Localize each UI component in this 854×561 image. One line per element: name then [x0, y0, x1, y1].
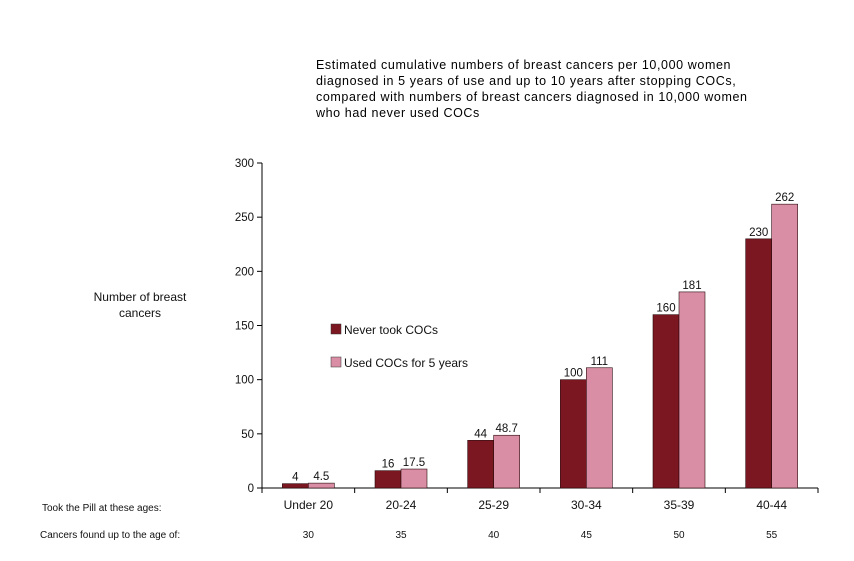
- axes: 0 50 100 150 200 250 300: [235, 158, 819, 495]
- cancers-found-row-label: Cancers found up to the age of:: [40, 530, 180, 541]
- category-label: 30-34: [571, 498, 602, 512]
- bars: [282, 203, 798, 489]
- chart-title: Estimated cumulative numbers of breast c…: [315, 58, 748, 120]
- data-label-used-cocs: 48.7: [495, 423, 517, 435]
- data-labels: 4 4.5 16 17.5 44 48.7 100 111 160 181 230 262: [292, 192, 794, 484]
- y-tick-label: 150: [235, 321, 254, 333]
- data-label-never-took: 16: [382, 459, 395, 471]
- chart-title-line-2: diagnosed in 5 years of use and up to 10…: [316, 74, 736, 88]
- data-label-used-cocs: 17.5: [403, 457, 425, 469]
- bar-never-took: [652, 314, 680, 489]
- legend-label-never-took: Never took COCs: [344, 323, 438, 337]
- category-label: 35-39: [664, 498, 695, 512]
- cancers-found-age: 50: [673, 530, 685, 541]
- chart-title-line-4: who had never used COCs: [315, 106, 480, 120]
- category-labels: Under 20 20-24 25-29 30-34 35-39 40-44: [284, 498, 788, 512]
- y-tick-label: 0: [248, 483, 254, 495]
- bar-never-took: [282, 483, 309, 489]
- category-label: 20-24: [386, 498, 417, 512]
- data-label-never-took: 44: [474, 428, 487, 440]
- bar-used-cocs: [771, 203, 798, 489]
- took-pill-row-label: Took the Pill at these ages:: [42, 503, 162, 514]
- legend-swatch-never-took: [330, 323, 342, 335]
- bar-never-took: [745, 238, 772, 489]
- bar-used-cocs: [493, 434, 520, 489]
- bar-never-took: [560, 379, 587, 489]
- cancers-found-age: 40: [488, 530, 500, 541]
- y-tick-label: 50: [241, 429, 254, 441]
- cancers-found-age: 30: [303, 530, 315, 541]
- bar-used-cocs: [678, 291, 706, 489]
- y-axis-label: Number of breast cancers: [94, 290, 187, 320]
- data-label-never-took: 230: [749, 227, 768, 239]
- y-axis-label-line-1: Number of breast: [94, 290, 187, 304]
- legend-swatch-used-cocs: [330, 356, 342, 368]
- chart-title-line-1: Estimated cumulative numbers of breast c…: [316, 58, 731, 72]
- data-label-used-cocs: 262: [775, 192, 794, 204]
- data-label-never-took: 160: [656, 303, 675, 315]
- y-axis-label-line-2: cancers: [119, 306, 161, 320]
- cancers-found-age: 55: [766, 530, 778, 541]
- y-tick-label: 100: [235, 375, 254, 387]
- y-tick-label: 200: [235, 266, 254, 278]
- chart-title-line-3: compared with numbers of breast cancers …: [316, 90, 748, 104]
- category-label: Under 20: [284, 498, 334, 512]
- y-tick-label: 300: [235, 158, 254, 170]
- bar-never-took: [467, 440, 494, 489]
- data-label-used-cocs: 4.5: [313, 471, 329, 483]
- bar-used-cocs: [308, 482, 335, 489]
- cancers-found-age: 35: [395, 530, 407, 541]
- bar-never-took: [374, 470, 402, 489]
- cancers-found-ages: 30 35 40 45 50 55: [303, 530, 778, 541]
- category-label: 25-29: [478, 498, 509, 512]
- data-label-used-cocs: 111: [591, 356, 608, 368]
- data-label-used-cocs: 181: [682, 280, 701, 292]
- legend-label-used-cocs: Used COCs for 5 years: [344, 356, 468, 370]
- legend: Never took COCs Used COCs for 5 years: [330, 323, 468, 370]
- data-label-never-took: 100: [564, 368, 583, 380]
- bar-used-cocs: [400, 468, 428, 489]
- category-label: 40-44: [756, 498, 787, 512]
- y-tick-label: 250: [235, 212, 254, 224]
- cancers-found-age: 45: [581, 530, 593, 541]
- bar-used-cocs: [586, 367, 613, 489]
- data-label-never-took: 4: [292, 472, 299, 484]
